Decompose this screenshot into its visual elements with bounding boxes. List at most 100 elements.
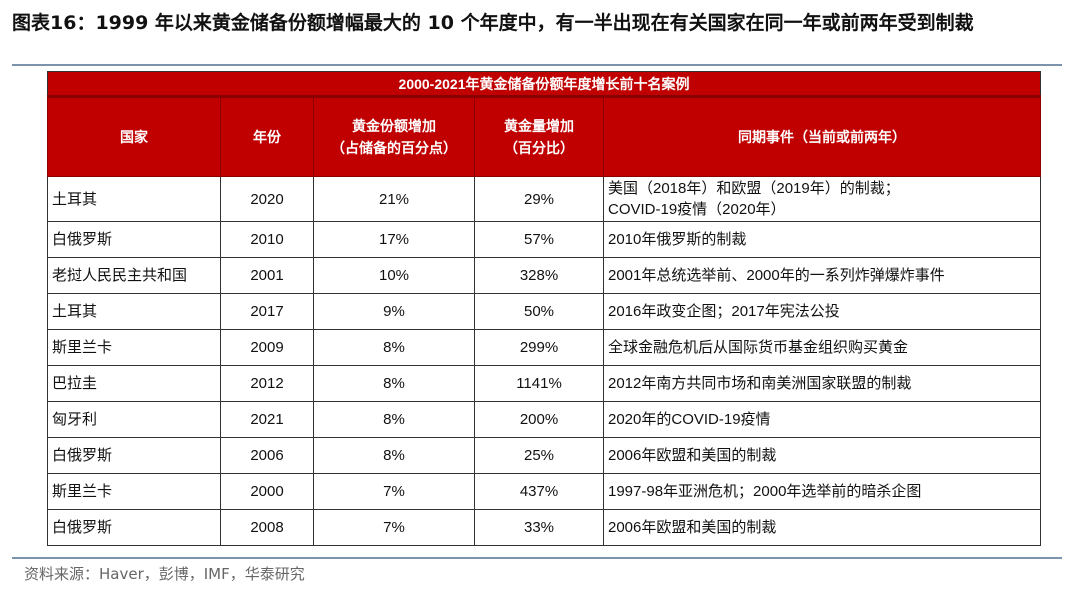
country-cell: 白俄罗斯	[47, 437, 221, 474]
volume-increase-cell: 57%	[474, 221, 604, 258]
column-header: 国家	[47, 96, 221, 177]
header-line: 黄金量增加	[504, 118, 574, 134]
event-cell: 2001年总统选举前、2000年的一系列炸弹爆炸事件	[602, 257, 1042, 294]
cell-text: 2020年的COVID-19疫情	[608, 411, 771, 428]
cell-text: 白俄罗斯	[52, 519, 113, 536]
volume-increase-cell: 1141%	[474, 365, 604, 402]
share-increase-cell: 8%	[313, 437, 475, 474]
cell-text: 斯里兰卡	[52, 483, 113, 500]
cell-text: 8%	[383, 339, 405, 356]
cell-text: 33%	[523, 519, 555, 536]
country-cell: 土耳其	[47, 176, 221, 222]
share-increase-cell: 8%	[313, 365, 475, 402]
share-increase-cell: 8%	[313, 329, 475, 366]
column-header: 同期事件（当前或前两年）	[602, 96, 1042, 177]
share-increase-cell: 10%	[313, 257, 475, 294]
cell-text: 2010年俄罗斯的制裁	[608, 231, 747, 248]
cell-text: 9%	[383, 303, 405, 320]
source-note: 资料来源：Haver，彭博，IMF，华泰研究	[24, 565, 305, 583]
event-cell: 2016年政变企图；2017年宪法公投	[602, 293, 1042, 330]
cell-text: 7%	[383, 483, 405, 500]
cell-text: 200%	[519, 411, 559, 428]
share-increase-cell: 7%	[313, 473, 475, 510]
event-cell: 美国（2018年）和欧盟（2019年）的制裁； COVID-19疫情（2020年）	[602, 176, 1042, 222]
event-cell: 1997-98年亚洲危机；2000年选举前的暗杀企图	[602, 473, 1042, 510]
table-row: 土耳其 2020 21% 29% 美国（2018年）和欧盟（2019年）的制裁； COVI…	[47, 176, 1042, 222]
top-divider	[12, 64, 1062, 66]
country-cell: 斯里兰卡	[47, 473, 221, 510]
volume-increase-cell: 328%	[474, 257, 604, 294]
cell-text: 437%	[519, 483, 559, 500]
cell-text: 2010	[250, 231, 284, 248]
cell-text: 2020	[250, 190, 284, 208]
cell-text: 21%	[378, 190, 410, 208]
volume-increase-cell: 437%	[474, 473, 604, 510]
country-cell: 巴拉圭	[47, 365, 221, 402]
cell-text: 1997-98年亚洲危机；2000年选举前的暗杀企图	[608, 483, 922, 500]
table-row: 匈牙利 2021 8% 200% 2020年的COVID-19疫情	[47, 401, 1042, 438]
cell-text: 全球金融危机后从国际货币基金组织购买黄金	[608, 339, 909, 356]
cell-text: 2012年南方共同市场和南美洲国家联盟的制裁	[608, 375, 912, 392]
cell-text: 2008	[250, 519, 284, 536]
cell-text: 2001	[250, 267, 284, 284]
event-cell: 2010年俄罗斯的制裁	[602, 221, 1042, 258]
column-header: 黄金量增加 （百分比）	[474, 96, 604, 177]
cell-text: 白俄罗斯	[52, 447, 113, 464]
cell-text: 2006年欧盟和美国的制裁	[608, 519, 777, 536]
cell-text: 2000	[250, 483, 284, 500]
cell-text: 8%	[383, 411, 405, 428]
cell-text: 匈牙利	[52, 411, 98, 428]
cell-text: 2001年总统选举前、2000年的一系列炸弹爆炸事件	[608, 267, 945, 284]
header-line: （百分比）	[504, 140, 574, 156]
cell-text: 巴拉圭	[52, 375, 98, 392]
cell-text: 25%	[523, 447, 555, 464]
cell-text: 50%	[523, 303, 555, 320]
volume-increase-cell: 50%	[474, 293, 604, 330]
figure-title: 图表16：1999 年以来黄金储备份额增幅最大的 10 个年度中，有一半出现在有…	[12, 12, 974, 34]
column-header: 黄金份额增加 （占储备的百分点）	[313, 96, 475, 177]
cell-text: 2006年欧盟和美国的制裁	[608, 447, 777, 464]
gold-reserve-table: 2000-2021年黄金储备份额年度增长前十名案例 国家 年份 黄金份额增加 （占储备…	[46, 71, 1042, 546]
cell-text: 57%	[523, 231, 555, 248]
cell-text: 2021	[250, 411, 284, 428]
header-line: （占储备的百分点）	[331, 140, 457, 156]
country-cell: 匈牙利	[47, 401, 221, 438]
column-header: 年份	[220, 96, 314, 177]
share-increase-cell: 8%	[313, 401, 475, 438]
table-row: 巴拉圭 2012 8% 1141% 2012年南方共同市场和南美洲国家联盟的制裁	[47, 365, 1042, 402]
header-line: 黄金份额增加	[352, 118, 436, 134]
table-caption: 2000-2021年黄金储备份额年度增长前十名案例	[46, 71, 1042, 98]
cell-text: 328%	[519, 267, 559, 284]
event-cell: 2006年欧盟和美国的制裁	[602, 437, 1042, 474]
share-increase-cell: 17%	[313, 221, 475, 258]
year-cell: 2006	[220, 437, 314, 474]
bottom-divider	[12, 557, 1062, 559]
year-cell: 2009	[220, 329, 314, 366]
table-row: 土耳其 2017 9% 50% 2016年政变企图；2017年宪法公投	[47, 293, 1042, 330]
share-increase-cell: 9%	[313, 293, 475, 330]
cell-text: 2006	[250, 447, 284, 464]
event-cell: 2020年的COVID-19疫情	[602, 401, 1042, 438]
country-cell: 白俄罗斯	[47, 509, 221, 546]
cell-text: 2012	[250, 375, 284, 392]
country-cell: 老挝人民民主共和国	[47, 257, 221, 294]
cell-text: 2017	[250, 303, 284, 320]
cell-text: 10%	[378, 267, 410, 284]
table-row: 白俄罗斯 2010 17% 57% 2010年俄罗斯的制裁	[47, 221, 1042, 258]
table-row: 斯里兰卡 2009 8% 299% 全球金融危机后从国际货币基金组织购买黄金	[47, 329, 1042, 366]
country-cell: 土耳其	[47, 293, 221, 330]
share-increase-cell: 7%	[313, 509, 475, 546]
event-cell: 2006年欧盟和美国的制裁	[602, 509, 1042, 546]
cell-text: 8%	[383, 447, 405, 464]
cell-text: 土耳其	[52, 303, 98, 320]
year-cell: 2010	[220, 221, 314, 258]
year-cell: 2008	[220, 509, 314, 546]
country-cell: 白俄罗斯	[47, 221, 221, 258]
year-cell: 2012	[220, 365, 314, 402]
header-line: 同期事件（当前或前两年）	[738, 129, 907, 145]
year-cell: 2021	[220, 401, 314, 438]
volume-increase-cell: 200%	[474, 401, 604, 438]
cell-text: 土耳其	[52, 190, 98, 208]
volume-increase-cell: 299%	[474, 329, 604, 366]
year-cell: 2020	[220, 176, 314, 222]
